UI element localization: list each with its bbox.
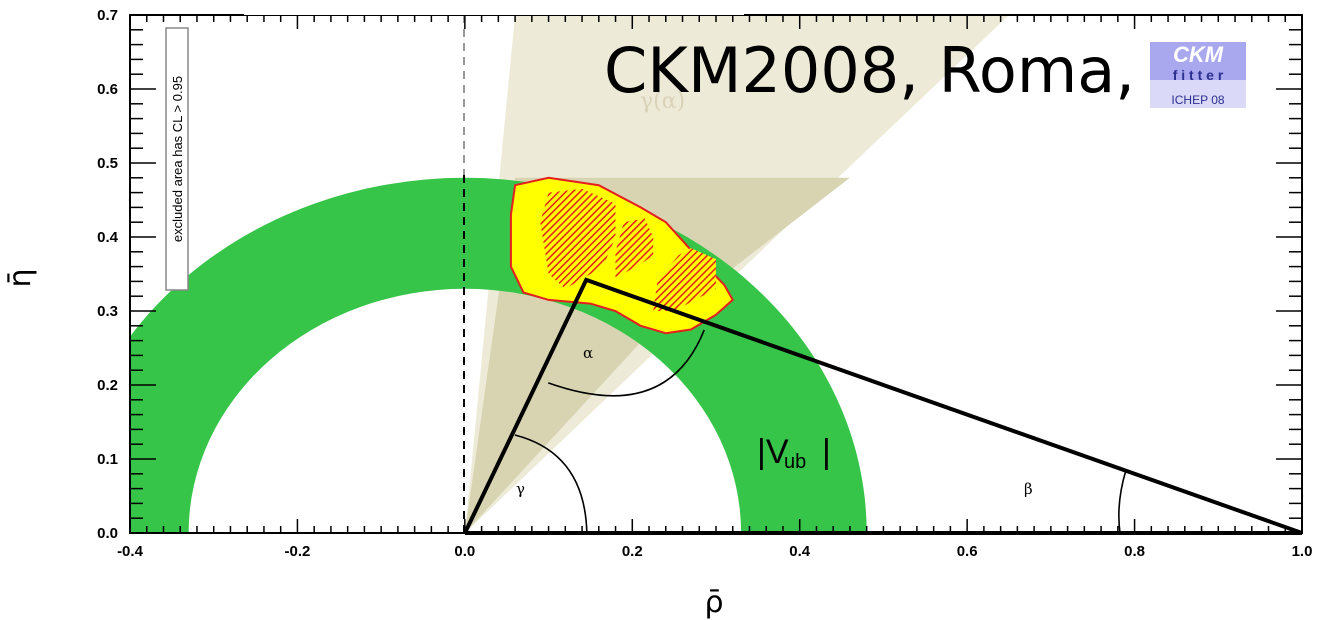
gamma-arc: [514, 434, 588, 534]
fit-region-68-b: [615, 218, 654, 278]
y-tick-label: 0.5: [97, 155, 118, 172]
y-tick-label: 0.7: [97, 7, 118, 24]
svg-text:ub: ub: [784, 451, 806, 473]
x-tick-label: -0.2: [284, 543, 310, 560]
watermark: CKM2008, Roma, I: [604, 34, 1173, 107]
svg-text:f i t t e r: f i t t e r: [1173, 67, 1224, 83]
x-tick-label: 0.2: [622, 543, 643, 560]
x-tick-label: -0.4: [117, 543, 144, 560]
svg-text:|: |: [822, 433, 831, 471]
x-tick-label: 0.0: [454, 543, 475, 560]
x-tick-label: 0.8: [1124, 543, 1145, 560]
svg-text:|V: |V: [757, 433, 789, 471]
svg-text:ICHEP 08: ICHEP 08: [1171, 93, 1224, 107]
axis-ticks: [129, 14, 1303, 534]
y-tick-label: 0.0: [97, 525, 118, 542]
fit-region-68-c: [653, 248, 716, 311]
fit-region-68-a: [540, 188, 616, 289]
ckmfitter-logo: CKM f i t t e r ICHEP 08: [1150, 42, 1246, 108]
y-tick-label: 0.1: [97, 451, 118, 468]
excluded-area-note: excluded area has CL > 0.95: [170, 76, 185, 242]
y-tick-label: 0.6: [97, 81, 118, 98]
watermark-bg: [244, 0, 744, 15]
beta-label: β: [1024, 480, 1033, 498]
x-tick-labels: -0.4 -0.2 0.0 0.2 0.4 0.6 0.8 1.0: [117, 543, 1312, 560]
note-box: [165, 27, 189, 291]
alpha-label: α: [583, 344, 593, 362]
svg-text:CKM: CKM: [1173, 42, 1224, 67]
gamma-alpha-label: γ(α): [640, 89, 685, 114]
x-axis-label: ρ̄: [704, 585, 723, 620]
y-axis-label: η̄: [3, 268, 38, 287]
beta-arc: [1118, 469, 1127, 534]
y-tick-label: 0.2: [97, 377, 118, 394]
y-tick-label: 0.3: [97, 303, 118, 320]
y-tick-labels: 0.0 0.1 0.2 0.3 0.4 0.5 0.6 0.7: [97, 7, 119, 542]
alpha-arc: [547, 329, 705, 397]
x-tick-label: 0.4: [789, 543, 811, 560]
gamma-label: γ: [516, 480, 525, 498]
x-tick-label: 0.6: [957, 543, 978, 560]
x-tick-label: 1.0: [1292, 543, 1313, 560]
vub-label: |V ub |: [757, 433, 831, 473]
y-tick-label: 0.4: [97, 229, 119, 246]
